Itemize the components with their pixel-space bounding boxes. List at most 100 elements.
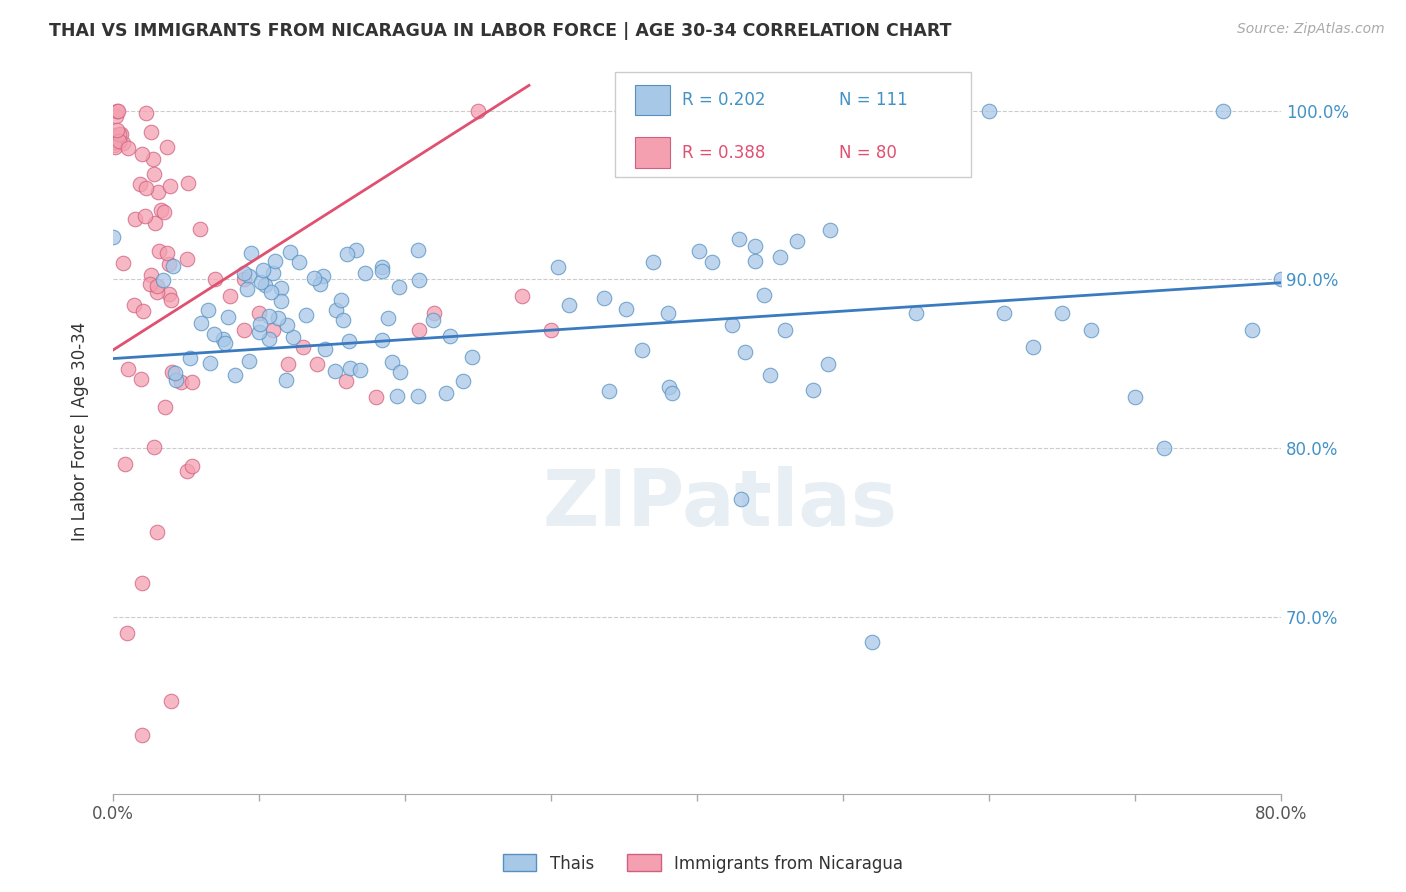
Point xyxy=(332,313,354,327)
Point xyxy=(277,357,299,371)
Point xyxy=(117,362,139,376)
Point xyxy=(238,268,260,283)
Point xyxy=(139,125,162,139)
Point xyxy=(371,333,394,347)
Point xyxy=(598,384,620,399)
Point xyxy=(112,256,135,270)
Bar xyxy=(636,137,671,168)
Text: Source: ZipAtlas.com: Source: ZipAtlas.com xyxy=(1237,22,1385,37)
Point xyxy=(370,264,392,278)
Point xyxy=(179,351,201,366)
Point xyxy=(720,318,742,333)
Point xyxy=(801,383,824,397)
Text: R = 0.388: R = 0.388 xyxy=(682,144,765,161)
Point xyxy=(325,302,347,317)
Point xyxy=(658,379,681,393)
Point xyxy=(143,440,166,454)
Point xyxy=(249,317,271,331)
Text: THAI VS IMMIGRANTS FROM NICARAGUA IN LABOR FORCE | AGE 30-34 CORRELATION CHART: THAI VS IMMIGRANTS FROM NICARAGUA IN LAB… xyxy=(49,22,952,40)
Point xyxy=(1212,103,1234,118)
Point xyxy=(145,285,167,299)
Point xyxy=(657,306,679,320)
Point xyxy=(132,304,155,318)
Point xyxy=(381,355,404,369)
Point xyxy=(769,250,792,264)
Point xyxy=(408,323,430,337)
Point xyxy=(734,344,756,359)
Point xyxy=(259,285,281,299)
Point xyxy=(288,255,311,269)
Point xyxy=(337,334,360,349)
Point xyxy=(190,316,212,330)
Point xyxy=(122,298,145,312)
Point xyxy=(773,323,796,337)
Point xyxy=(190,221,212,235)
Point xyxy=(977,103,1000,118)
Point xyxy=(105,123,128,137)
Text: ZIPatlas: ZIPatlas xyxy=(543,466,898,541)
Point xyxy=(339,361,361,376)
Point xyxy=(139,277,162,291)
Point xyxy=(993,306,1015,320)
Point xyxy=(307,357,329,371)
Point xyxy=(156,246,179,260)
Point xyxy=(406,244,429,258)
Point xyxy=(142,152,165,166)
Point xyxy=(614,301,637,316)
Point xyxy=(270,293,292,308)
Point xyxy=(105,109,128,123)
Point xyxy=(759,368,782,382)
Point xyxy=(688,244,710,259)
Point xyxy=(150,203,173,218)
Point xyxy=(371,260,394,274)
Point xyxy=(110,127,132,141)
Point xyxy=(157,257,180,271)
Point xyxy=(146,279,169,293)
FancyBboxPatch shape xyxy=(616,72,972,178)
Point xyxy=(262,266,284,280)
Point xyxy=(108,134,131,148)
Point xyxy=(904,306,927,320)
Point xyxy=(349,362,371,376)
Point xyxy=(773,103,796,118)
Point xyxy=(461,350,484,364)
Point xyxy=(212,332,235,346)
Point xyxy=(817,357,839,371)
Text: N = 80: N = 80 xyxy=(839,144,897,161)
Point xyxy=(557,298,579,312)
Point xyxy=(276,372,298,386)
Point xyxy=(453,374,475,388)
Point xyxy=(1080,323,1102,337)
Point xyxy=(148,186,170,200)
Point xyxy=(302,271,325,285)
Point xyxy=(117,141,139,155)
Point xyxy=(148,244,170,258)
Point xyxy=(291,340,314,354)
Point xyxy=(142,168,165,182)
Point xyxy=(643,255,665,269)
Text: N = 111: N = 111 xyxy=(839,91,908,109)
Point xyxy=(131,147,153,161)
Point xyxy=(786,234,808,248)
Point xyxy=(240,246,263,260)
Point xyxy=(224,368,246,382)
Point xyxy=(1270,272,1292,286)
Point xyxy=(294,308,316,322)
Point xyxy=(661,386,683,401)
Point xyxy=(128,178,150,192)
Point xyxy=(101,230,124,244)
Text: R = 0.202: R = 0.202 xyxy=(682,91,765,109)
Point xyxy=(160,694,183,708)
Point xyxy=(1050,306,1073,320)
Point xyxy=(139,268,162,282)
Point xyxy=(818,223,841,237)
Point xyxy=(744,254,766,268)
Point xyxy=(198,356,221,370)
Point xyxy=(439,329,461,343)
Point xyxy=(176,252,198,267)
Point xyxy=(135,180,157,194)
Point xyxy=(700,255,723,269)
Point xyxy=(388,365,411,379)
Point xyxy=(103,137,125,152)
Point xyxy=(353,266,375,280)
